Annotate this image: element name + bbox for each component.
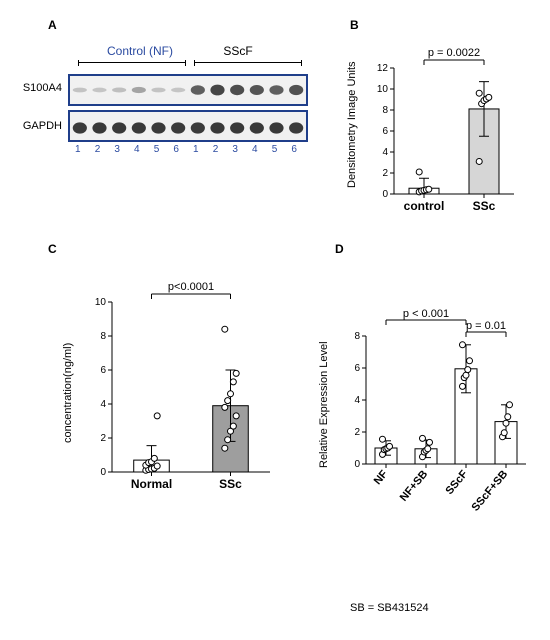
panel-c-ylabel: concentration(ng/ml) bbox=[62, 308, 74, 478]
lane-number: 6 bbox=[287, 144, 301, 155]
panel-d-label: D bbox=[335, 242, 344, 256]
svg-text:4: 4 bbox=[382, 147, 388, 158]
svg-text:2: 2 bbox=[354, 427, 360, 438]
blot-s100a4 bbox=[68, 74, 308, 106]
lane-number: 2 bbox=[209, 144, 223, 155]
svg-text:6: 6 bbox=[354, 363, 360, 374]
panel-c-label: C bbox=[48, 242, 57, 256]
svg-text:p = 0.01: p = 0.01 bbox=[466, 320, 506, 332]
svg-text:2: 2 bbox=[382, 168, 388, 179]
svg-text:Normal: Normal bbox=[131, 477, 172, 491]
lane-number: 1 bbox=[71, 144, 85, 155]
svg-text:0: 0 bbox=[354, 459, 360, 470]
blot-gapdh bbox=[68, 110, 308, 142]
lane-number: 3 bbox=[228, 144, 242, 155]
svg-text:2: 2 bbox=[100, 433, 106, 444]
svg-text:SScF: SScF bbox=[443, 468, 470, 497]
panel-b-ylabel: Densitometry Image Units bbox=[346, 50, 358, 200]
svg-text:p = 0.0022: p = 0.0022 bbox=[428, 47, 480, 59]
svg-text:8: 8 bbox=[354, 331, 360, 342]
panel-a-group-ssc: SScF bbox=[208, 44, 268, 58]
panel-b-label: B bbox=[350, 18, 359, 32]
svg-text:6: 6 bbox=[382, 126, 388, 137]
panel-a-group-control: Control (NF) bbox=[90, 44, 190, 58]
svg-text:10: 10 bbox=[377, 84, 389, 95]
svg-text:p < 0.001: p < 0.001 bbox=[403, 308, 449, 320]
svg-text:SSc: SSc bbox=[473, 199, 496, 213]
svg-text:p<0.0001: p<0.0001 bbox=[168, 281, 214, 293]
svg-text:10: 10 bbox=[95, 297, 107, 308]
row-label-gapdh: GAPDH bbox=[14, 120, 62, 132]
svg-text:NF: NF bbox=[372, 468, 391, 487]
lane-number: 5 bbox=[150, 144, 164, 155]
lane-number: 6 bbox=[169, 144, 183, 155]
panel-d-ylabel: Relative Expression Level bbox=[318, 330, 330, 480]
panel-a-label: A bbox=[48, 18, 57, 32]
panel-c-chart: 0 2 4 6 8 10 p<0.0001 Normal SSc bbox=[86, 270, 276, 500]
svg-text:12: 12 bbox=[377, 63, 389, 74]
lane-number: 4 bbox=[248, 144, 262, 155]
svg-text:8: 8 bbox=[382, 105, 388, 116]
footnote: SB = SB431524 bbox=[350, 602, 429, 614]
panel-b-chart: 0 2 4 6 8 10 12 p = 0.0022 control SSc bbox=[370, 38, 520, 218]
svg-text:SScF+SB: SScF+SB bbox=[469, 468, 510, 513]
lane-number: 2 bbox=[91, 144, 105, 155]
svg-text:0: 0 bbox=[382, 189, 388, 200]
svg-text:SSc: SSc bbox=[219, 477, 242, 491]
lane-number: 1 bbox=[189, 144, 203, 155]
range-line bbox=[194, 62, 302, 63]
svg-text:8: 8 bbox=[100, 331, 106, 342]
svg-text:NF+SB: NF+SB bbox=[398, 468, 431, 504]
lane-number: 3 bbox=[110, 144, 124, 155]
lane-number: 5 bbox=[268, 144, 282, 155]
svg-text:control: control bbox=[404, 199, 445, 213]
svg-text:0: 0 bbox=[100, 467, 106, 478]
svg-text:4: 4 bbox=[354, 395, 360, 406]
panel-d-chart: 0 2 4 6 8 p < 0.001 p = 0.01 NF NF+SB SScFSScF+SB bbox=[342, 300, 532, 510]
range-line bbox=[78, 62, 186, 63]
svg-text:6: 6 bbox=[100, 365, 106, 376]
row-label-s100a4: S100A4 bbox=[14, 82, 62, 94]
lane-number: 4 bbox=[130, 144, 144, 155]
svg-text:4: 4 bbox=[100, 399, 106, 410]
